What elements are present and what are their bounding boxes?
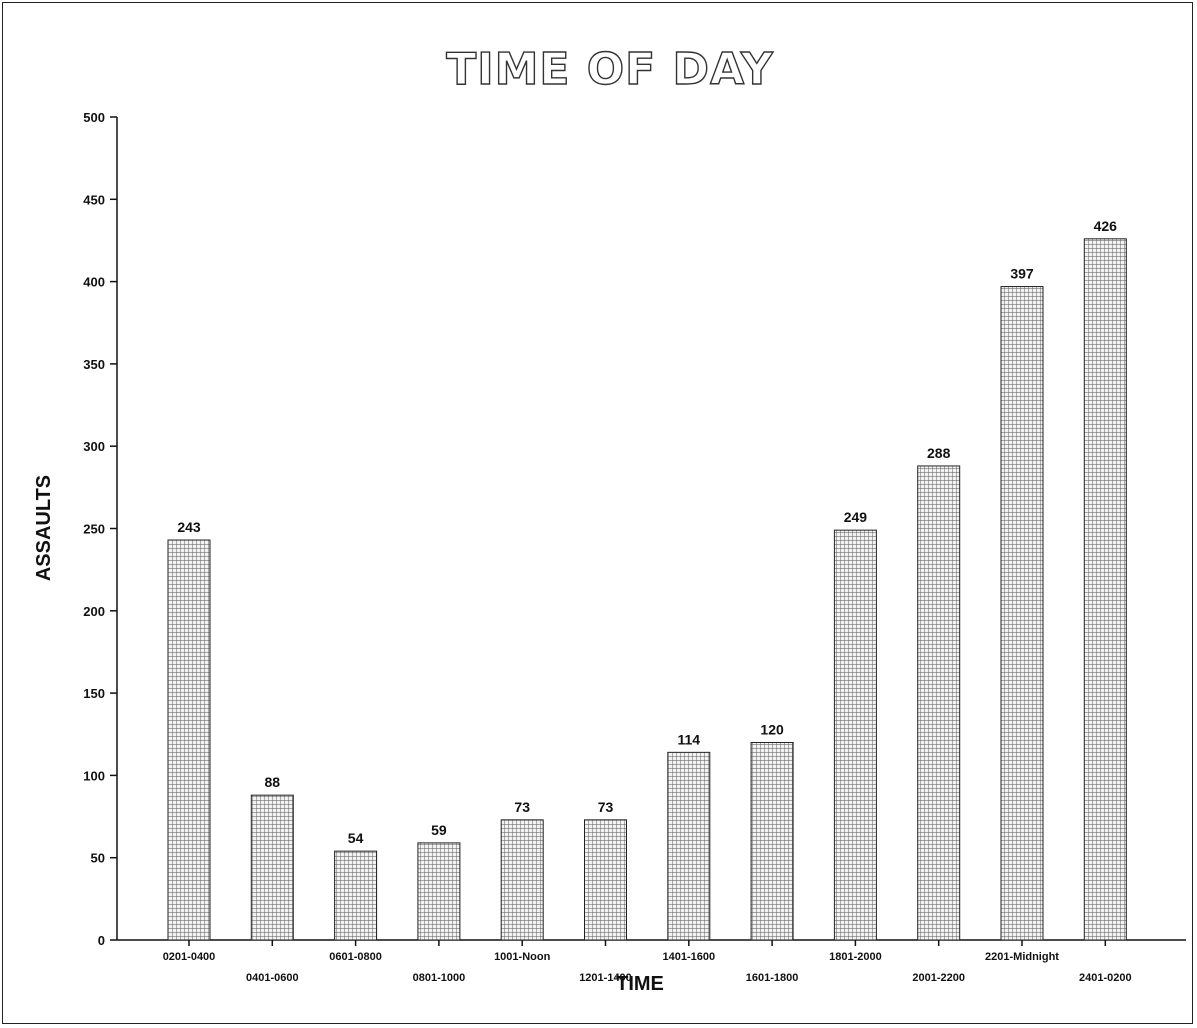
bar-value-label: 120: [760, 721, 784, 737]
bar-value-label: 249: [844, 509, 868, 525]
bar: [1083, 238, 1127, 941]
bars: 243 88 54 59 73 73 114 120 249 288 397 426: [167, 218, 1127, 941]
x-tick-label: 0601-0800: [329, 951, 382, 963]
x-tick-label: 0401-0600: [246, 972, 299, 984]
y-tick-label: 100: [83, 768, 105, 783]
x-ticks: 0201-0400 0401-0600 0601-0800 0801-1000 1001…: [163, 940, 1132, 984]
y-tick-label: 200: [83, 604, 105, 619]
bar-value-label: 73: [598, 799, 614, 815]
x-axis-title: TIME: [616, 973, 664, 995]
bar: [417, 842, 461, 941]
x-tick-label: 1401-1600: [662, 951, 715, 963]
bar-value-label: 54: [348, 830, 364, 846]
bar-value-label: 243: [177, 519, 201, 535]
bar: [750, 741, 794, 941]
x-tick-label: 2001-2200: [912, 972, 965, 984]
y-tick-label: 350: [83, 357, 105, 372]
bar-value-label: 397: [1010, 266, 1034, 282]
x-tick-label: 0801-1000: [413, 972, 466, 984]
bar-value-label: 288: [927, 445, 951, 461]
x-tick-label: 0201-0400: [163, 951, 216, 963]
bar: [334, 850, 378, 941]
x-tick-label: 1801-2000: [829, 951, 882, 963]
bar-value-label: 426: [1094, 218, 1118, 234]
bar: [1000, 286, 1044, 941]
y-tick-label: 500: [83, 110, 105, 125]
y-tick-label: 50: [91, 851, 105, 866]
y-tick-label: 150: [83, 686, 105, 701]
x-tick-label: 1601-1800: [746, 972, 799, 984]
bar: [500, 819, 544, 941]
bar-value-label: 114: [678, 731, 701, 747]
bar: [167, 539, 211, 941]
x-tick-label: 1201-1400: [579, 972, 632, 984]
x-tick-label: 2201-Midnight: [985, 951, 1059, 963]
y-axis-title: ASSAULTS: [33, 475, 55, 581]
chart-title: TIME OF DAY: [446, 44, 774, 95]
y-tick-label: 450: [83, 192, 105, 207]
bar: [917, 465, 961, 941]
bar-value-label: 88: [265, 774, 281, 790]
bar: [584, 819, 627, 941]
bar-value-label: 59: [431, 822, 447, 838]
y-tick-label: 0: [98, 933, 105, 948]
bar: [833, 529, 877, 941]
y-tick-label: 400: [83, 275, 105, 290]
bar: [250, 794, 294, 941]
y-tick-label: 300: [83, 439, 105, 454]
y-tick-label: 250: [83, 522, 105, 537]
bar-value-label: 73: [514, 799, 530, 815]
y-ticks: 0 50 100 150 200 250 300 350 400 450 500: [83, 110, 117, 948]
x-tick-label: 1001-Noon: [494, 951, 551, 963]
x-tick-label: 2401-0200: [1079, 972, 1132, 984]
bar: [667, 751, 711, 941]
